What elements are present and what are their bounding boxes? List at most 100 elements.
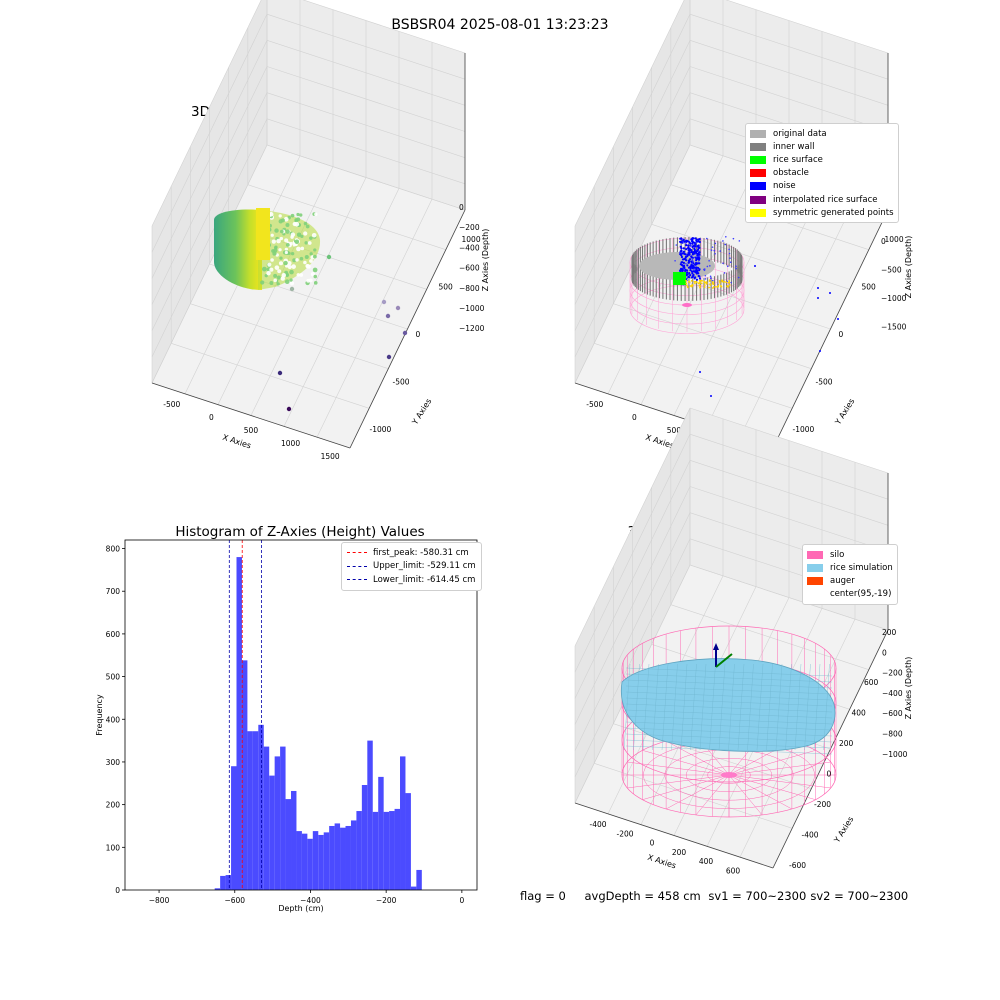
noise-point [682,241,684,243]
z-tick-label: −1000 [881,294,907,303]
raw-point [284,279,290,285]
noise-point [682,247,685,250]
rice-mesh-line [775,663,783,751]
histogram-bar [350,820,357,890]
histogram-bar [252,731,259,890]
noise-point [711,279,714,282]
noise-point [680,237,683,240]
silo-floor-spoke [627,761,730,776]
symmetric-generated-point [727,285,729,288]
raw-point [300,246,305,251]
z-axis-label: Z Axies (Depth) [904,236,913,299]
noise-point [691,262,694,265]
raw-point [267,262,272,267]
rice-mesh-line [625,733,833,743]
rice-mesh-line [690,663,697,751]
noise-point [693,251,696,255]
noise-point [704,274,707,277]
noise-point [695,241,698,244]
histogram-bar [340,827,346,890]
x-tick-label: 400 [699,857,714,866]
y-tick-label: 500 [439,282,454,291]
noise-outlier-point [817,297,819,299]
noise-point [690,249,693,252]
noise-point [690,276,694,279]
silo-floor-spoke [728,750,816,776]
legend-label: inner wall [773,141,815,152]
noise-point [687,244,690,247]
raw-point [277,269,282,274]
noise-point [724,243,727,246]
noise-point [685,269,689,272]
symmetric-generated-point [712,283,714,285]
noise-point [698,269,701,272]
z-tick-label: 0 [459,203,464,212]
legend-swatch [750,208,766,217]
z-tick-label: 0 [881,237,886,246]
y-tick-label: 0 [827,770,832,779]
legend-label: center(95,-19) [830,589,892,600]
legend-label: noise [773,181,796,192]
histogram-bar [307,838,313,890]
noise-point [710,277,712,280]
noise-outlier-point [837,318,839,320]
center-axis-y [715,653,733,668]
y-tick-label: 100 [106,843,121,852]
rice-mesh-line [625,745,833,755]
grid-line [266,13,466,80]
noise-point [732,237,735,240]
histogram-bar [367,740,373,890]
x-tick-label: 0 [650,839,655,848]
raw-point [273,273,278,278]
rice-mesh-line [747,663,754,751]
histogram-bar [329,825,335,890]
noise-point [694,245,697,248]
noise-point [693,268,695,271]
noise-point [682,261,685,264]
z-tick-label: 0 [882,648,887,657]
rice-mesh-line [804,663,811,751]
raw-point [278,219,283,224]
raw-point-cloud-highlight [256,208,270,260]
noise-point [683,266,686,269]
noise-point [686,255,689,258]
avg-depth-text: avgDepth = 458 cm [584,889,701,903]
raw-point [313,248,317,252]
legend-label: rice simulation [830,562,893,573]
rice-mesh-line [625,715,833,725]
legend-label: obstacle [773,168,809,179]
noise-point [703,269,706,272]
noise-point [692,270,695,273]
raw-point [312,267,318,273]
silo-floor-spoke [627,774,730,789]
rice-mesh-line [625,691,833,701]
symmetric-generated-point [717,285,719,288]
noise-point [694,250,698,253]
raw-point [284,247,289,252]
raw-point [309,252,313,256]
symmetric-generated-point [719,281,721,284]
x-tick-label: 0 [209,413,214,422]
rice-mesh-line [625,709,833,719]
histogram-bar [214,888,221,890]
raw-outlier-point [286,406,292,412]
z-tick-label: −1500 [881,323,907,332]
noise-point [691,266,694,269]
noise-point [682,250,685,253]
grid-line [725,0,889,54]
x-tick-label: 500 [667,426,682,435]
rice-mesh-line [661,663,669,751]
raw-point [284,238,289,243]
noise-point [706,237,708,240]
noise-point [692,260,694,263]
symmetric-generated-point [693,280,696,283]
noise-point [683,252,686,255]
histogram-bar [323,832,330,890]
raw-point [304,254,309,260]
rice-mesh-line [642,663,650,751]
histogram-bar [312,831,319,890]
noise-point [695,239,698,242]
noise-point [679,245,682,248]
rice-mesh-line [680,663,688,751]
